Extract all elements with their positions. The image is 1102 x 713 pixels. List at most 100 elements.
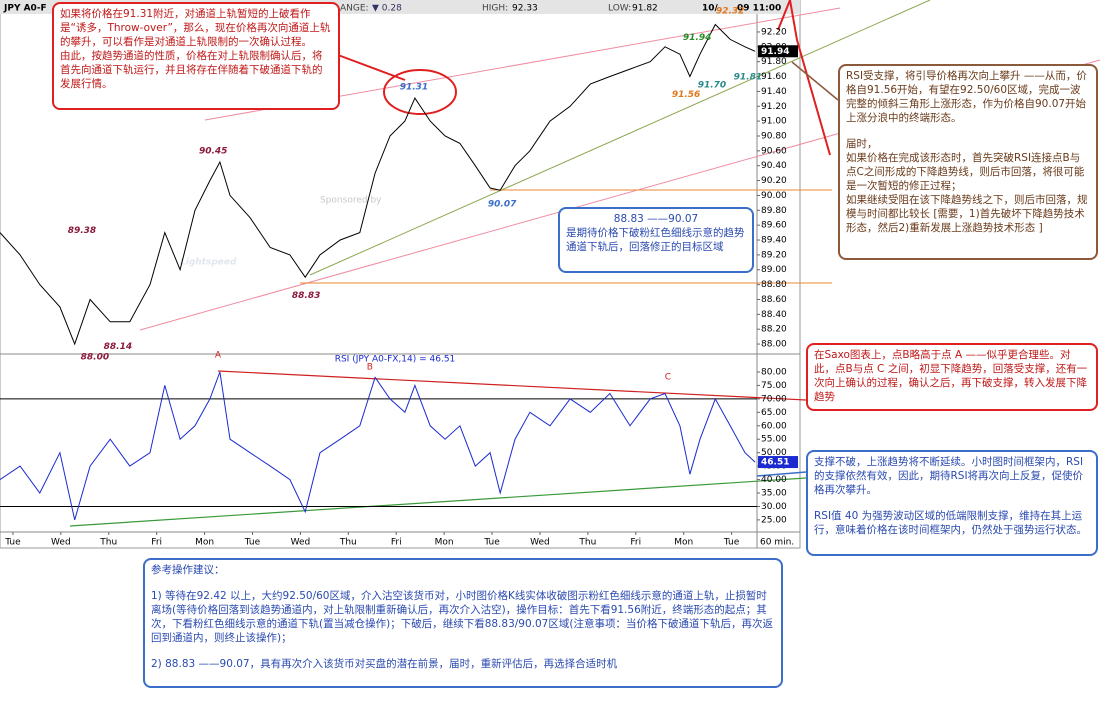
note-text: RSI受支撑，将引导价格再次向上攀升 ——从而，价格自91.56开始，有望在92… <box>846 70 1087 124</box>
y-tick-label: 70.00 <box>761 394 787 404</box>
x-tick-label: Mon <box>195 538 214 548</box>
symbol: JPY A0-F <box>3 4 47 14</box>
price-line <box>0 23 756 346</box>
last-value: 46.51 <box>761 458 789 468</box>
note-text: 支撑不破，上涨趋势将不断延续。小时图时间框架内，RSI的支撑依然有效，因此，期待… <box>814 456 1084 496</box>
price-annotation: 91.81 <box>734 72 762 82</box>
x-tick-label: Fri <box>151 538 162 548</box>
note-text: 如果继续受阻在该下降趋势线之下，则后市回落，规模与时间都比较长 [需要，1)首先… <box>846 194 1088 234</box>
x-tick-label: Mon <box>674 538 693 548</box>
price-annotation: 90.45 <box>199 146 227 156</box>
y-tick-label: 91.00 <box>761 117 787 127</box>
annotation-box: 88.83 ——90.07 是期待价格下破粉红色细线示意的趋势通道下轨后，回落修正… <box>558 207 754 273</box>
note-text: 1) 等待在92.42 以上，大约92.50/60区域，介入沽空该货币对，小时图… <box>151 590 773 644</box>
x-tick-label: Thu <box>99 538 117 548</box>
y-tick-label: 88.00 <box>761 340 787 350</box>
price-annotation: 88.14 <box>104 342 132 352</box>
note-text: 88.83 ——90.07 <box>613 213 699 225</box>
annotation-box: 参考操作建议： 1) 等待在92.42 以上，大约92.50/60区域，介入沽空该… <box>143 558 783 688</box>
price-annotation: 91.94 <box>683 33 711 43</box>
y-tick-label: 90.60 <box>761 146 787 156</box>
x-tick-label: Tue <box>4 538 21 548</box>
price-annotation: 90.07 <box>488 200 517 210</box>
x-tick-label: Thu <box>339 538 357 548</box>
y-tick-label: 90.80 <box>761 131 787 141</box>
y-tick-label: 88.40 <box>761 310 787 320</box>
y-tick-label: 91.20 <box>761 102 787 112</box>
date: 10/ <box>702 4 719 14</box>
y-tick-label: 90.20 <box>761 176 787 186</box>
y-tick-label: 60.00 <box>761 421 787 431</box>
y-tick-label: 89.00 <box>761 265 787 275</box>
x-tick-label: Tue <box>483 538 500 548</box>
annotation-box: RSI受支撑，将引导价格再次向上攀升 ——从而，价格自91.56开始，有望在92… <box>838 64 1098 260</box>
y-tick-label: 91.60 <box>761 72 787 82</box>
y-tick-label: 80.00 <box>761 367 787 377</box>
point-label: B <box>367 363 373 373</box>
x-tick-label: Tue <box>244 538 261 548</box>
note-text: 在Saxo图表上，点B略高于点 A ——似乎更合理些。对此，点B与点 C 之间，… <box>814 349 1088 403</box>
x-tick-label: Fri <box>630 538 641 548</box>
low-label: LOW: <box>608 4 631 14</box>
pointer <box>337 54 406 81</box>
price-line <box>0 371 756 521</box>
note-text: 如果将价格在91.31附近，对通道上轨暂短的上破看作是“诱多，Throw-ove… <box>60 8 331 48</box>
y-tick-label: 65.00 <box>761 408 787 418</box>
x-tick-label: Tue <box>723 538 740 548</box>
note-text: 如果价格在完成该形态时，首先突破RSI连接点B与点C之间形成的下降趋势线，则后市… <box>846 152 1085 192</box>
annotation-box: 支撑不破，上涨趋势将不断延续。小时图时间框架内，RSI的支撑依然有效，因此，期待… <box>806 450 1098 556</box>
low: 91.82 <box>632 4 658 14</box>
highlight-circle <box>383 69 457 115</box>
x-tick-label: Thu <box>578 538 596 548</box>
note-text: 由此，按趋势通道的性质，价格在对上轨限制确认后，将首先向通道下轨运行，并且将存在… <box>60 50 323 90</box>
y-tick-label: 88.60 <box>761 295 787 305</box>
time: 09 11:00 <box>737 4 781 14</box>
y-tick-label: 88.20 <box>761 325 787 335</box>
y-tick-label: 92.20 <box>761 27 787 37</box>
note-text: 参考操作建议： <box>151 564 225 576</box>
price-annotation: 88.00 <box>81 353 109 363</box>
change: ▼ 0.28 <box>372 4 402 14</box>
x-unit: 60 min. <box>760 538 794 548</box>
x-tick-label: Fri <box>391 538 402 548</box>
rsi-title: RSI (JPY A0-FX,14) = 46.51 <box>335 355 456 365</box>
pointer <box>791 61 839 101</box>
y-tick-label: 75.00 <box>761 381 787 391</box>
annotation-box: 在Saxo图表上，点B略高于点 A ——似乎更合理些。对此，点B与点 C 之间，… <box>806 343 1098 411</box>
y-tick-label: 89.80 <box>761 206 787 216</box>
price-annotation: 89.38 <box>68 226 96 236</box>
y-tick-label: 25.00 <box>761 515 787 525</box>
x-tick-label: Wed <box>530 538 550 548</box>
high-label: HIGH: <box>482 4 508 14</box>
last-value-box <box>758 45 798 58</box>
watermark-sponsor: Sponsored by <box>320 196 382 206</box>
price-annotation: 92.32 <box>716 7 744 17</box>
rsi-trend-up <box>69 477 807 527</box>
price-annotation: 88.83 <box>292 291 320 301</box>
watermark-brand: Lightspeed <box>180 258 237 268</box>
note-text: 是期待价格下破粉红色细线示意的趋势通道下轨后，回落修正的目标区域 <box>566 227 745 253</box>
pointer <box>777 0 831 156</box>
price-annotation: 91.31 <box>400 83 428 93</box>
x-tick-label: Wed <box>291 538 311 548</box>
price-annotation: 91.70 <box>698 81 726 91</box>
high: 92.33 <box>512 4 538 14</box>
price-annotation: 91.56 <box>672 90 700 100</box>
y-tick-label: 91.40 <box>761 87 787 97</box>
point-label: A <box>215 351 222 361</box>
point-label: C <box>665 373 671 383</box>
last-value: 91.94 <box>761 47 789 57</box>
rsi-trend-down <box>217 370 807 401</box>
y-tick-label: 91.80 <box>761 57 787 67</box>
y-tick-label: 89.60 <box>761 221 787 231</box>
x-tick-label: Wed <box>51 538 71 548</box>
note-text: 2) 88.83 ——90.07，具有再次介入该货币对买盘的潜在前景，届时，重新… <box>151 658 618 670</box>
y-tick-label: 88.80 <box>761 280 787 290</box>
y-tick-label: 35.00 <box>761 489 787 499</box>
y-tick-label: 40.00 <box>761 475 787 485</box>
y-tick-label: 50.00 <box>761 448 787 458</box>
x-tick-label: Mon <box>435 538 454 548</box>
pointer <box>756 471 807 477</box>
